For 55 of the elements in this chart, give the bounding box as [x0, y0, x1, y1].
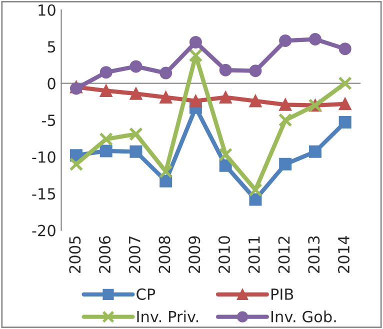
point [188, 48, 203, 62]
point [338, 98, 352, 110]
point [279, 34, 292, 47]
y-tick-label: -5 [42, 114, 56, 126]
point [189, 36, 202, 48]
y-tick-label: 5 [48, 41, 56, 53]
x-tick-label: 2011 [248, 236, 260, 273]
x-tick-label: 2007 [128, 236, 140, 273]
point [308, 145, 322, 158]
y-tick-label: -15 [32, 188, 56, 200]
x-tick-label: 2012 [278, 236, 290, 273]
point [189, 94, 202, 108]
point [338, 116, 352, 129]
point [218, 148, 233, 162]
point [70, 82, 82, 95]
point [130, 60, 142, 73]
y-tick-label: 10 [38, 4, 56, 16]
point [278, 113, 292, 128]
legend-label: Inv. Gob. [271, 310, 336, 322]
y-tick-label: 0 [48, 78, 56, 90]
point [219, 91, 232, 104]
point [100, 144, 112, 158]
point [338, 42, 352, 56]
x-tick-label: 2009 [188, 236, 200, 273]
point [308, 33, 322, 46]
point [100, 66, 112, 79]
point [279, 98, 292, 111]
point [249, 94, 262, 108]
x-tick-label: 2013 [308, 236, 320, 273]
point [160, 91, 172, 104]
legend-label: CP [136, 288, 156, 300]
point [69, 157, 84, 172]
point [219, 64, 232, 76]
legend-label: Inv. Priv. [137, 310, 198, 322]
point [219, 159, 232, 172]
point [130, 87, 142, 100]
x-tick-label: 2008 [158, 236, 170, 273]
x-tick-label: 2005 [69, 236, 81, 273]
point [129, 127, 143, 141]
x-tick-label: 2006 [98, 236, 111, 273]
point [158, 164, 173, 178]
point [100, 84, 112, 97]
point [279, 158, 292, 170]
point [248, 182, 262, 197]
y-tick-label: -10 [32, 151, 56, 163]
point [130, 145, 142, 158]
legend-label: PIB [271, 288, 294, 300]
y-tick-label: -20 [32, 224, 56, 236]
point [249, 64, 262, 78]
x-tick-label: 2010 [218, 236, 230, 273]
x-tick-label: 2014 [338, 236, 350, 273]
point [338, 76, 352, 90]
point [99, 132, 114, 146]
point [160, 174, 172, 188]
point [160, 66, 172, 80]
